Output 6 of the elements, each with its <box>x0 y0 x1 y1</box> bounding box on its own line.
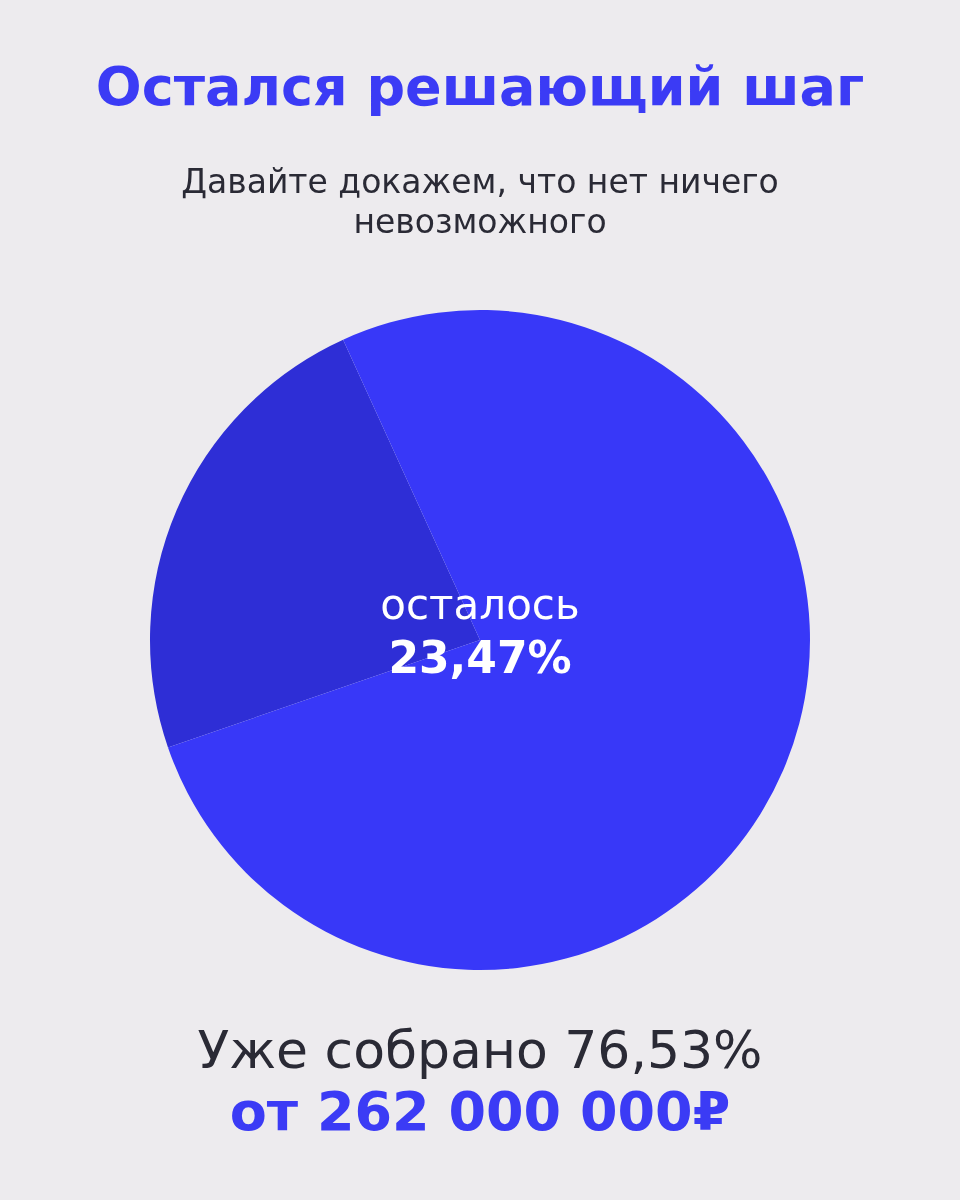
chart-subtitle: Давайте докажем, что нет ничего невозможного <box>180 162 780 242</box>
text: от 262 000 000₽ <box>228 1080 732 1143</box>
text: осталось <box>380 579 580 629</box>
chart-title: Остался решающий шаг <box>94 55 866 118</box>
text: Уже собрано 76,53% <box>196 1020 764 1080</box>
text: 23,47% <box>388 632 572 684</box>
